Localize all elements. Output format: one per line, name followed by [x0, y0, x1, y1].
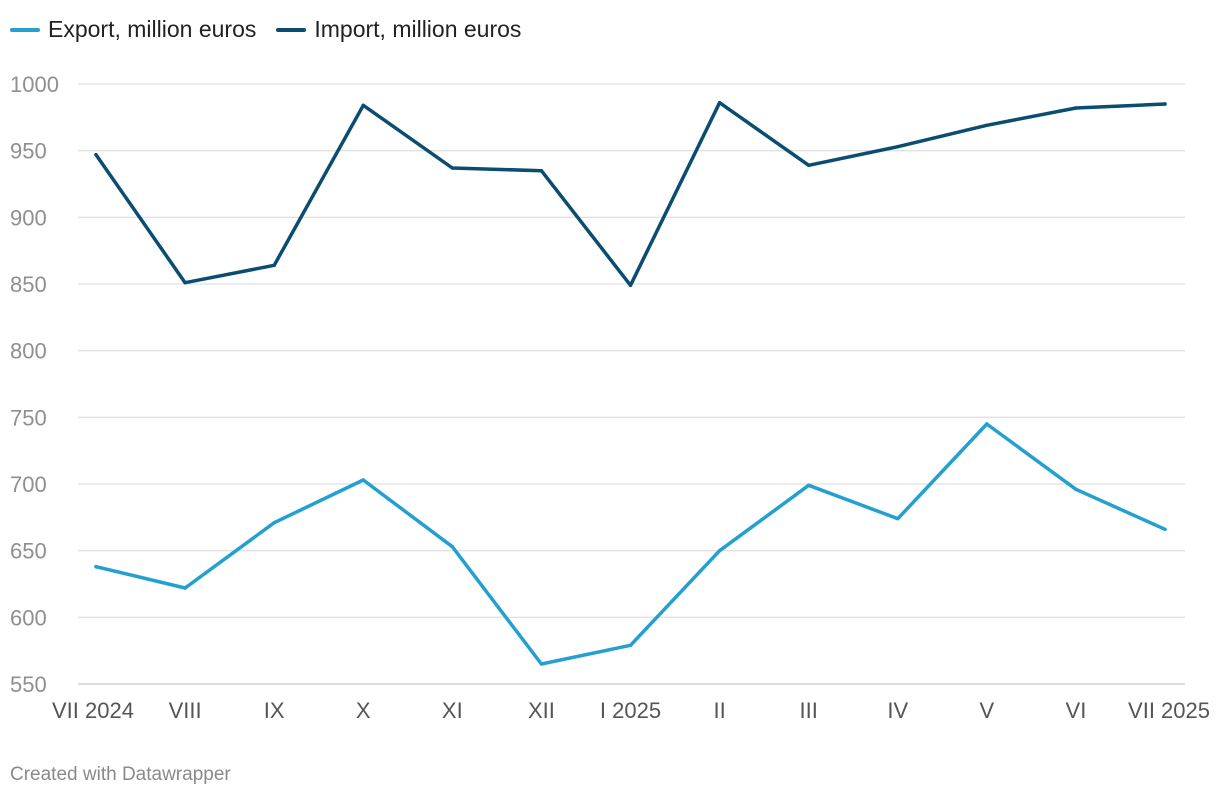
x-tick-label: II	[713, 698, 725, 723]
x-tick-label: X	[356, 698, 371, 723]
legend-item-export: Export, million euros	[10, 16, 256, 43]
data-point-import	[450, 166, 455, 170]
x-tick-label: XII	[528, 698, 555, 723]
data-point-export	[985, 422, 989, 426]
data-point-import	[1163, 102, 1167, 106]
x-tick-label: VII 2024	[52, 698, 134, 723]
data-point-import	[539, 168, 544, 173]
y-tick-label: 1000	[10, 72, 59, 97]
data-point-export	[272, 520, 276, 525]
legend-label-import: Import, million euros	[314, 16, 522, 42]
data-point-export	[896, 516, 900, 521]
y-tick-label: 950	[10, 139, 47, 164]
data-point-export	[450, 544, 455, 549]
data-point-export	[539, 662, 544, 666]
data-point-export	[1074, 487, 1078, 492]
legend-label-export: Export, million euros	[48, 16, 257, 42]
data-point-import	[717, 100, 722, 105]
data-point-export	[183, 586, 187, 590]
x-tick-label: IX	[264, 698, 285, 723]
legend-item-import: Import, million euros	[276, 16, 521, 43]
x-tick-label: V	[979, 698, 994, 723]
legend: Export, million euros Import, million eu…	[10, 16, 521, 43]
data-point-export	[806, 483, 811, 488]
y-tick-label: 850	[10, 272, 47, 297]
data-point-export	[717, 548, 722, 553]
x-tick-label: VIII	[169, 698, 202, 723]
data-point-import	[183, 280, 187, 285]
data-point-export	[1163, 527, 1167, 532]
data-point-import	[985, 123, 989, 128]
y-tick-label: 650	[10, 539, 47, 564]
series-line-export	[94, 422, 1167, 666]
data-point-export	[361, 478, 365, 482]
y-tick-label: 550	[10, 672, 47, 697]
y-tick-label: 900	[10, 205, 47, 230]
data-point-import	[94, 152, 98, 157]
x-tick-label: VII 2025	[1128, 698, 1210, 723]
data-point-export	[628, 643, 633, 648]
legend-swatch-import	[276, 27, 307, 32]
x-tick-label: I 2025	[600, 698, 661, 723]
y-tick-label: 600	[10, 605, 47, 630]
y-tick-label: 700	[10, 472, 47, 497]
legend-swatch-export	[10, 27, 40, 32]
data-point-import	[361, 103, 365, 108]
data-point-import	[628, 283, 633, 288]
data-point-import	[896, 144, 900, 149]
x-tick-label: III	[799, 698, 817, 723]
series-line-import	[94, 100, 1167, 288]
data-point-import	[806, 163, 811, 168]
y-tick-label: 750	[10, 405, 47, 430]
y-tick-label: 800	[10, 339, 47, 364]
footer-credit: Created with Datawrapper	[10, 764, 231, 785]
x-tick-label: IV	[887, 698, 908, 723]
x-tick-label: XI	[442, 698, 463, 723]
x-tick-label: VI	[1066, 698, 1087, 723]
data-point-import	[272, 263, 276, 268]
data-point-export	[94, 564, 98, 569]
data-point-import	[1074, 106, 1078, 110]
